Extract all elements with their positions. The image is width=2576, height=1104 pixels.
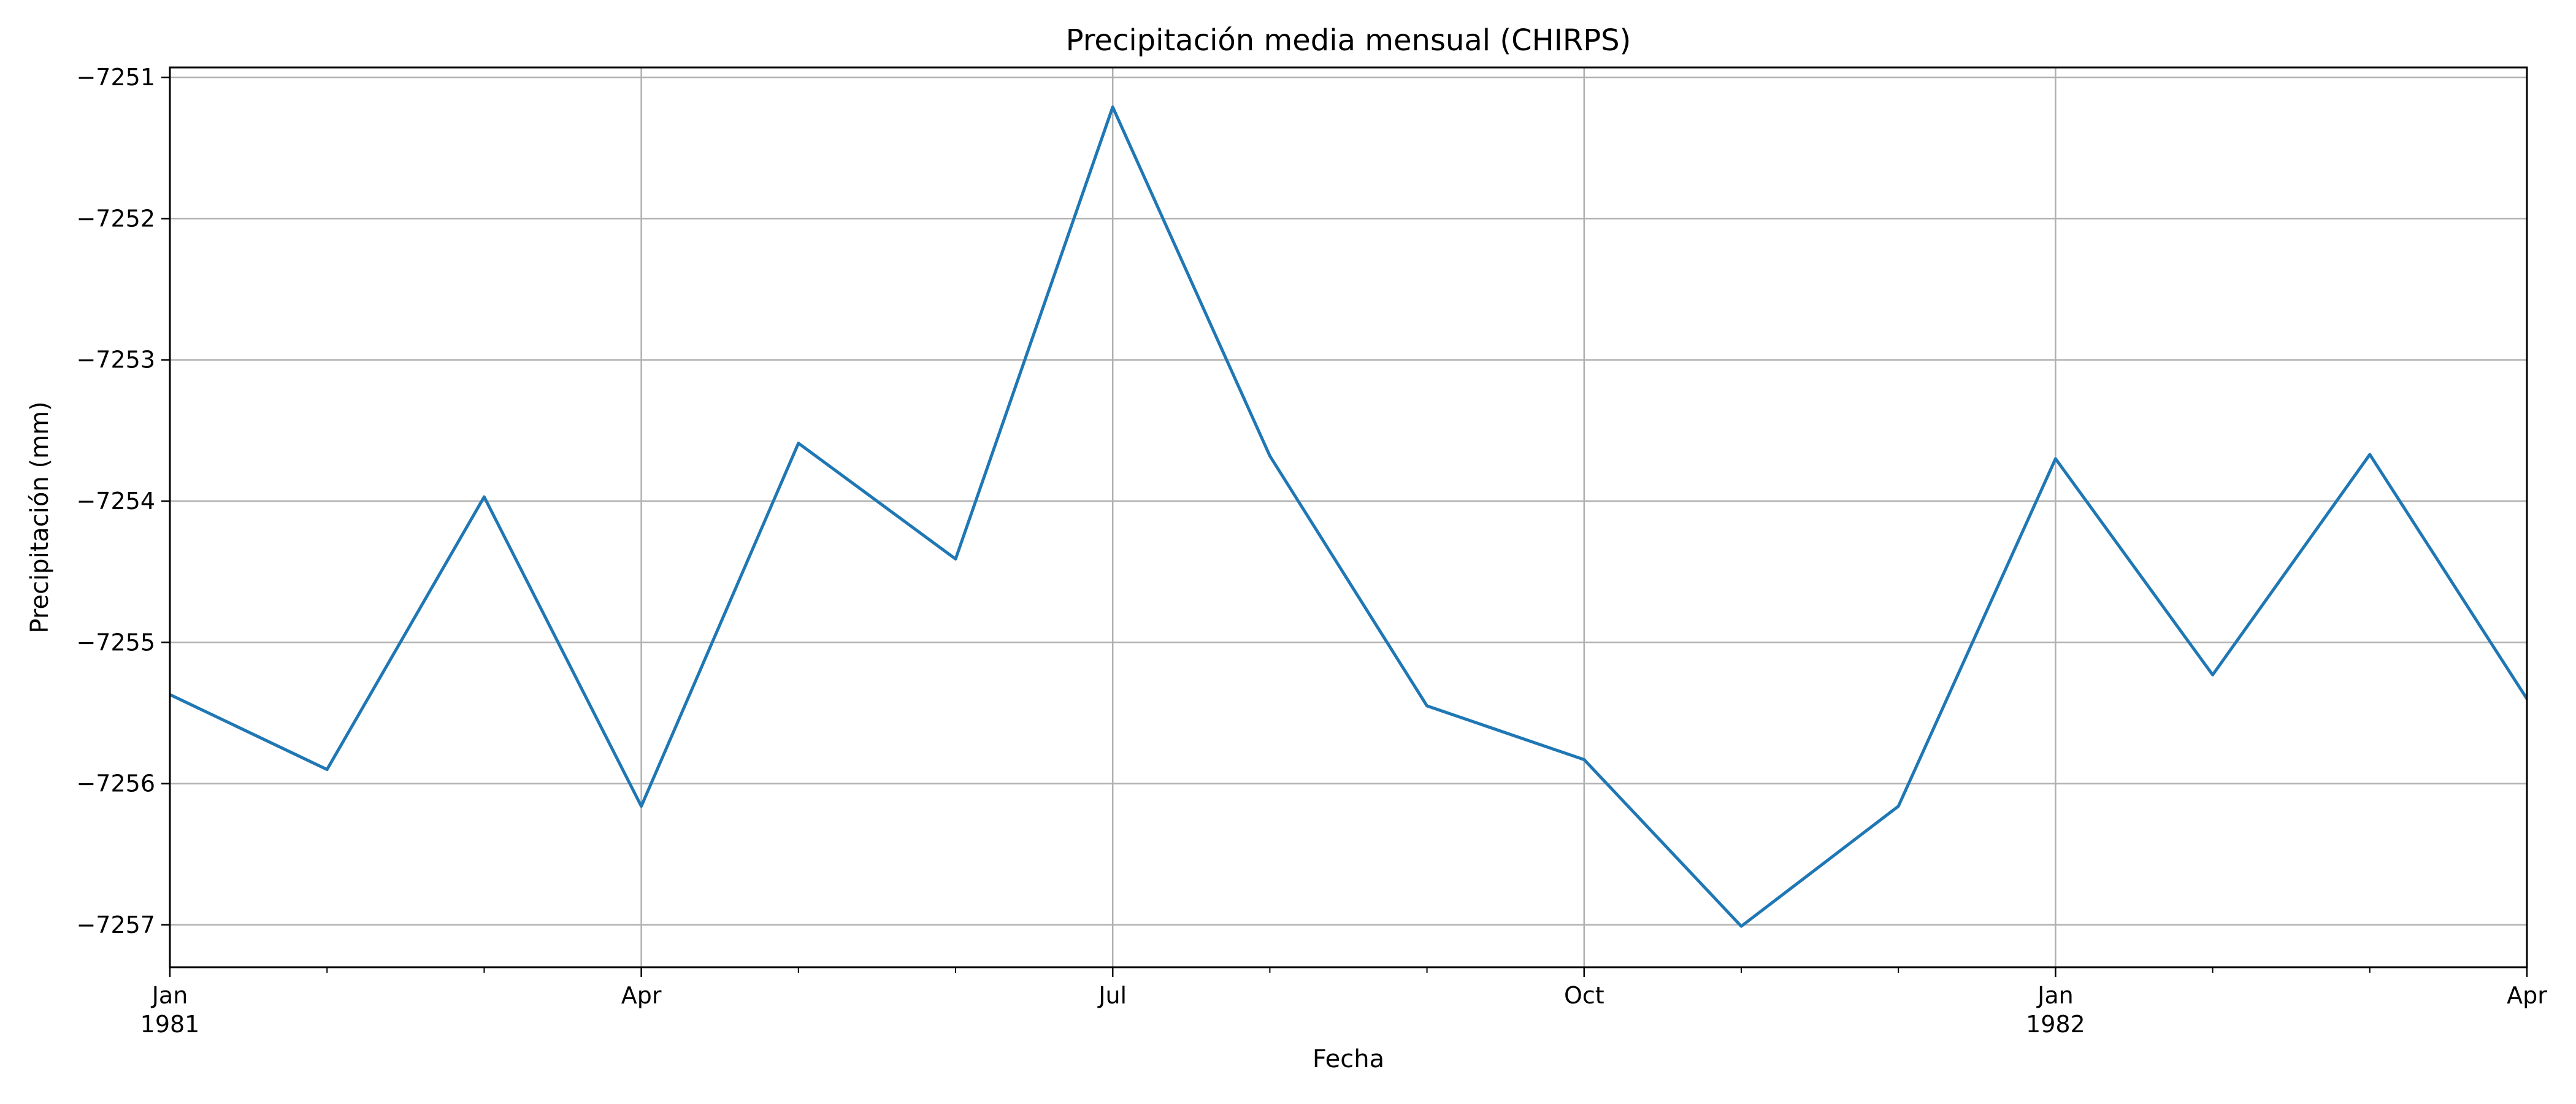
y-tick-label: −7251	[76, 64, 155, 91]
x-axis-label: Fecha	[1313, 1045, 1384, 1073]
x-tick-label: Jan	[2036, 982, 2074, 1009]
y-tick-label: −7255	[76, 629, 155, 656]
x-tick-year-label: 1982	[2026, 1011, 2085, 1038]
chart-title: Precipitación media mensual (CHIRPS)	[1066, 23, 1631, 58]
x-tick-year-label: 1981	[140, 1011, 200, 1038]
x-tick-label: Jul	[1097, 982, 1127, 1009]
x-tick-label: Oct	[1564, 982, 1604, 1009]
series-line	[170, 105, 2527, 928]
y-axis-label: Precipitación (mm)	[26, 401, 54, 633]
x-tick-label: Apr	[621, 982, 662, 1009]
y-tick-label: −7252	[76, 205, 155, 232]
x-tick-label: Apr	[2507, 982, 2547, 1009]
y-axis: −7257 −7256 −7255 −7254 −7253 −7252 −7251	[76, 64, 170, 938]
y-tick-label: −7256	[76, 770, 155, 797]
y-tick-label: −7254	[76, 488, 155, 515]
y-tick-label: −7257	[76, 911, 155, 938]
plot-frame	[169, 66, 2528, 968]
x-tick-label: Jan	[151, 982, 188, 1009]
series-layer	[170, 105, 2527, 928]
y-tick-label: −7253	[76, 347, 155, 374]
